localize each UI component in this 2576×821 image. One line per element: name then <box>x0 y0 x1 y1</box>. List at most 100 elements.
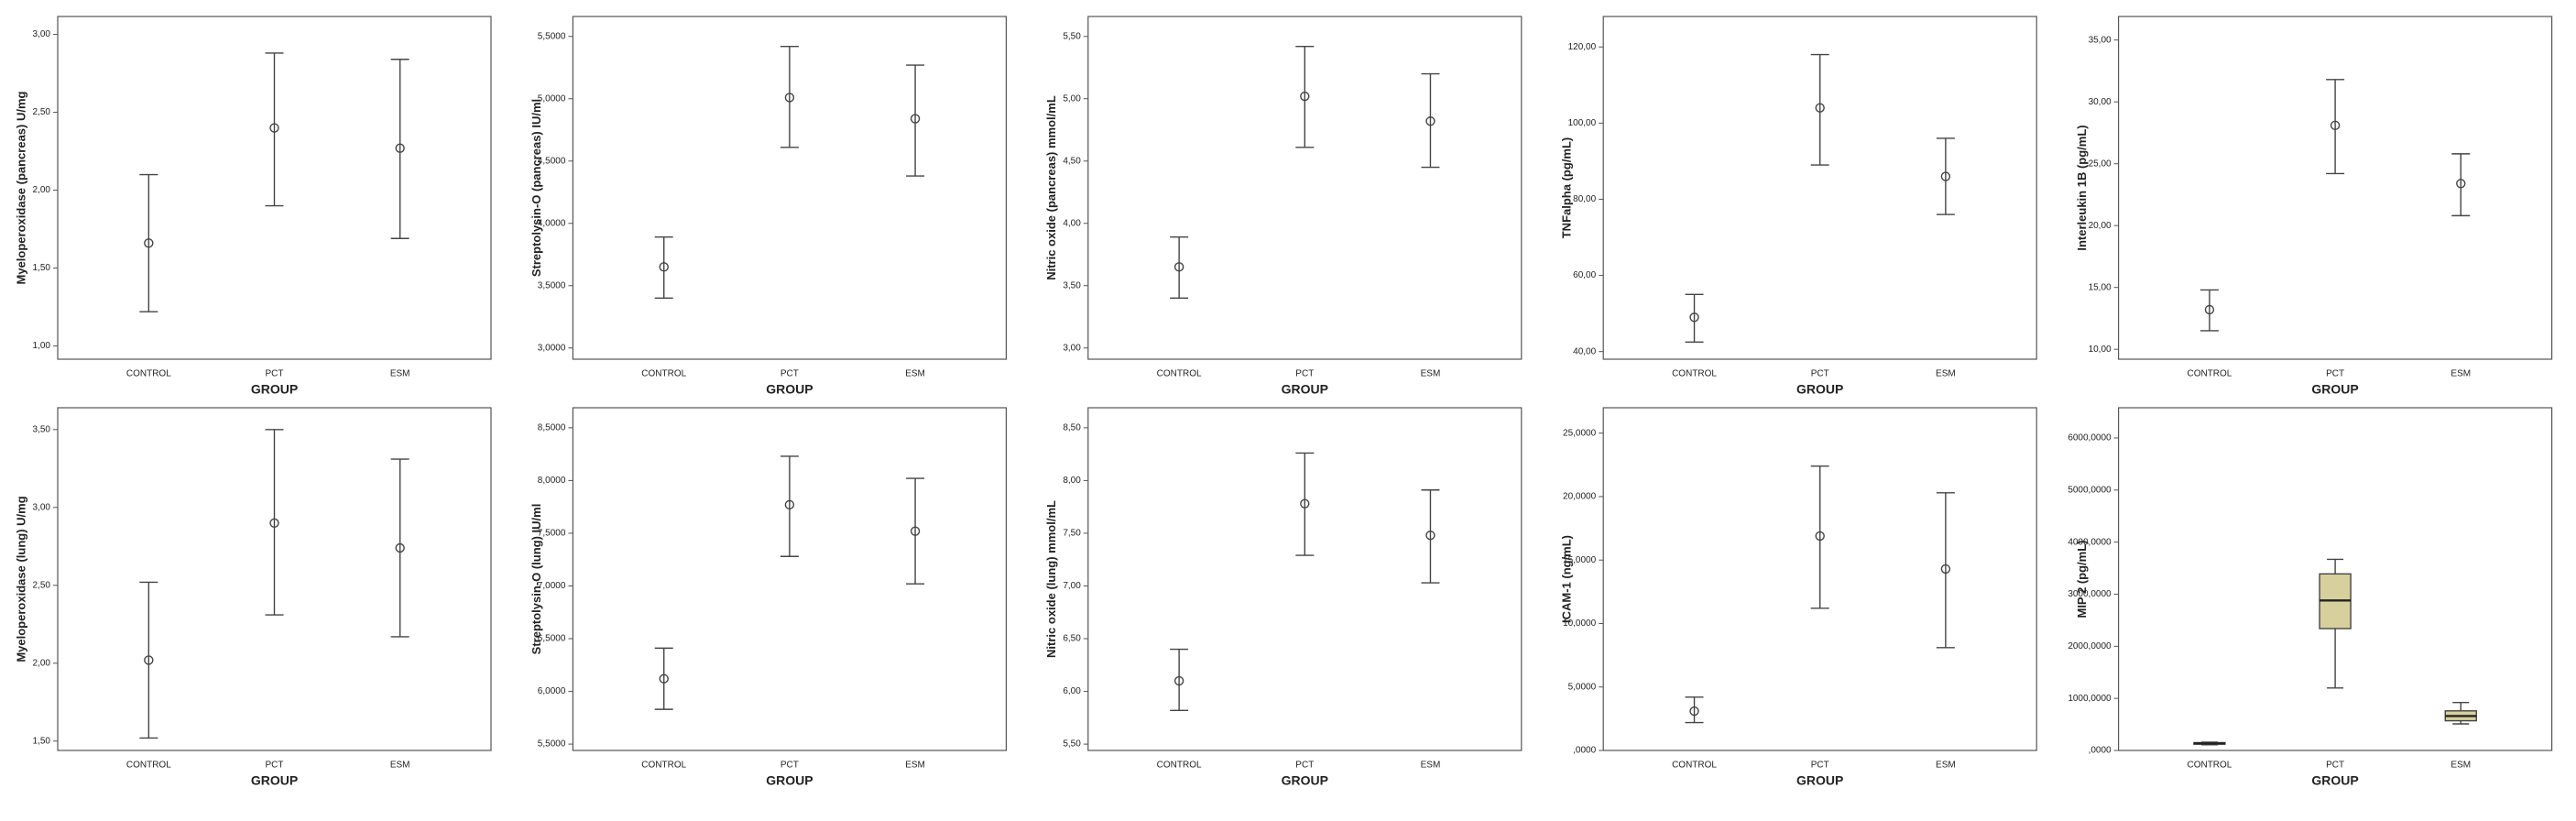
y-axis-label: MIP 2 (pg/mL) <box>2075 541 2089 618</box>
y-tick-label: ,0000 <box>1573 746 1596 756</box>
mean-marker <box>784 499 795 510</box>
mean-marker <box>1689 312 1699 323</box>
y-tick-label: 2000,0000 <box>2068 641 2112 651</box>
y-tick-label: 5,50 <box>1063 31 1081 41</box>
y-tick-label: 1,00 <box>33 341 51 351</box>
y-tick-label: 2,00 <box>33 185 51 195</box>
x-tick-label: CONTROL <box>1672 369 1717 379</box>
y-tick-label: 2,50 <box>33 107 51 117</box>
mean-marker <box>144 238 154 248</box>
y-tick-label: 3000,0000 <box>2068 589 2112 599</box>
mean-marker <box>1815 103 1825 113</box>
y-tick-label: ,0000 <box>2089 746 2112 756</box>
plot-frame <box>1602 407 2037 751</box>
mean-marker <box>784 93 795 103</box>
y-tick-label: 6,50 <box>1063 634 1081 644</box>
mean-marker <box>269 123 279 133</box>
y-axis-label: Nitric oxide (lung) mmol/mL <box>1044 500 1058 658</box>
x-tick-label: CONTROL <box>1672 761 1717 771</box>
mean-marker <box>1300 498 1310 509</box>
mean-marker <box>1173 262 1184 272</box>
y-tick-label: 25,0000 <box>1563 428 1597 438</box>
x-tick-label: ESM <box>905 761 925 771</box>
y-tick-label: 1,50 <box>33 263 51 273</box>
y-tick-label: 5,00 <box>1063 93 1081 104</box>
y-tick-label: 8,5000 <box>538 423 566 433</box>
mean-marker <box>2456 179 2466 189</box>
y-axis-label: Myeloperoxidase (lung) U/mg <box>14 496 27 662</box>
mean-marker <box>1689 706 1699 717</box>
x-tick-label: CONTROL <box>2187 761 2232 771</box>
mean-marker <box>1173 675 1184 686</box>
x-tick-label: ESM <box>390 369 410 379</box>
y-tick-label: 7,0000 <box>538 581 566 591</box>
y-tick-label: 6,0000 <box>538 686 566 696</box>
x-axis-label: GROUP <box>1796 382 1843 397</box>
plot-frame <box>57 16 492 360</box>
mean-marker <box>395 542 405 553</box>
x-tick-label: PCT <box>266 761 284 771</box>
x-tick-label: PCT <box>1811 761 1829 771</box>
mean-marker <box>1425 116 1435 126</box>
y-tick-label: 35,00 <box>2089 35 2112 45</box>
y-tick-label: 120,00 <box>1568 42 1597 52</box>
y-tick-label: 6,5000 <box>538 634 566 644</box>
y-tick-label: 3,0000 <box>538 343 566 353</box>
y-tick-label: 6,00 <box>1063 686 1081 696</box>
y-tick-label: 4,0000 <box>538 218 566 228</box>
y-tick-label: 4,5000 <box>538 156 566 166</box>
mean-marker <box>1425 531 1435 541</box>
y-tick-label: 2,00 <box>33 658 51 668</box>
mean-marker <box>1940 564 1951 575</box>
y-tick-label: 10,0000 <box>1563 618 1597 629</box>
x-tick-label: PCT <box>1295 369 1314 379</box>
x-tick-label: ESM <box>905 369 925 379</box>
y-tick-label: 100,00 <box>1568 118 1597 128</box>
mean-marker <box>1940 171 1951 181</box>
y-tick-label: 20,00 <box>2089 221 2112 231</box>
x-tick-label: ESM <box>2450 369 2471 379</box>
plot-frame <box>1602 16 2037 360</box>
mean-marker <box>910 526 921 536</box>
mean-marker <box>144 655 154 665</box>
x-tick-label: ESM <box>1936 369 1956 379</box>
mean-marker <box>269 518 279 528</box>
y-tick-label: 40,00 <box>1573 346 1596 356</box>
y-tick-label: 8,50 <box>1063 423 1081 433</box>
y-tick-label: 10,00 <box>2089 345 2112 355</box>
x-axis-label: GROUP <box>251 773 298 788</box>
x-tick-label: ESM <box>1936 761 1956 771</box>
x-tick-label: CONTROL <box>1157 369 1202 379</box>
plot-frame <box>2118 407 2553 751</box>
y-tick-label: 3,50 <box>33 424 51 434</box>
y-tick-label: 5,0000 <box>538 93 566 104</box>
plot-frame <box>1087 407 1523 751</box>
mean-marker <box>910 114 921 124</box>
y-axis-label: Myeloperoxidase (pancreas) U/mg <box>14 91 27 284</box>
x-tick-label: CONTROL <box>641 761 686 771</box>
y-tick-label: 3,5000 <box>538 280 566 290</box>
plot-frame <box>572 407 1008 751</box>
x-tick-label: ESM <box>1421 369 1441 379</box>
y-axis-label: Interleukin 1B (pg/mL) <box>2075 125 2089 250</box>
x-axis-label: GROUP <box>1796 773 1843 788</box>
y-tick-label: 30,00 <box>2089 97 2112 107</box>
x-axis-label: GROUP <box>1282 382 1328 397</box>
x-tick-label: PCT <box>780 369 799 379</box>
x-tick-label: ESM <box>2450 761 2471 771</box>
y-axis-label: ICAM-1 (ng/mL) <box>1560 535 1574 623</box>
y-tick-label: 3,00 <box>1063 343 1081 353</box>
plot-frame <box>572 16 1008 360</box>
y-tick-label: 15,00 <box>2089 282 2112 292</box>
mean-marker <box>395 143 405 153</box>
y-axis-label: TNFalpha (pg/mL) <box>1560 137 1574 239</box>
y-tick-label: 4,50 <box>1063 156 1081 166</box>
y-tick-label: 3,00 <box>33 502 51 512</box>
y-tick-label: 7,5000 <box>538 529 566 539</box>
y-tick-label: 2,50 <box>33 580 51 590</box>
y-tick-label: 1000,0000 <box>2068 694 2112 704</box>
x-axis-label: GROUP <box>766 382 813 397</box>
y-tick-label: 7,50 <box>1063 529 1081 539</box>
y-tick-label: 8,00 <box>1063 476 1081 486</box>
